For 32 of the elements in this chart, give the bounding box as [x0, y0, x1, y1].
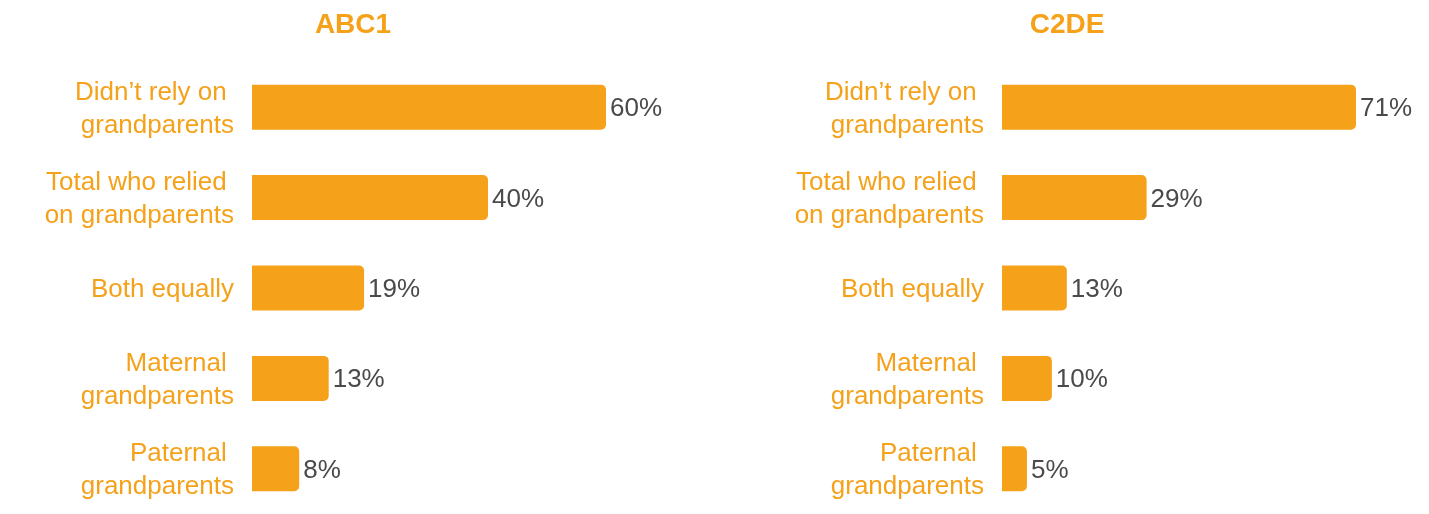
data-label: 19%: [368, 273, 421, 303]
y-tick-label: Maternal grandparents: [80, 346, 234, 410]
y-tick-label: Total who relied on grandparents: [794, 166, 984, 230]
data-label: 71%: [1360, 92, 1413, 123]
y-tick-label: Total who relied on grandparents: [44, 166, 234, 230]
chart-title: ABC1: [314, 7, 392, 39]
bar: [252, 355, 329, 401]
bar: [252, 446, 300, 492]
bar: [1002, 355, 1052, 401]
y-tick-label: Both equally: [90, 273, 234, 303]
bar: [1002, 175, 1147, 221]
bar: [252, 175, 488, 221]
bar: [1002, 84, 1356, 130]
data-label: 13%: [332, 363, 385, 394]
y-tick-label: Maternal grandparents: [830, 346, 984, 410]
data-label: 8%: [303, 453, 341, 484]
y-tick-label: Didn’t rely on grandparents: [825, 75, 984, 139]
data-label: 60%: [610, 92, 663, 123]
bar: [1002, 446, 1027, 492]
y-tick-label: Paternal grandparents: [830, 437, 984, 501]
y-tick-label: Both equally: [840, 273, 984, 303]
data-label: 29%: [1150, 182, 1203, 213]
data-label: 40%: [492, 182, 545, 213]
data-label: 5%: [1030, 453, 1069, 484]
data-label: 10%: [1055, 363, 1108, 394]
data-label: 13%: [1070, 273, 1123, 303]
bar: [1002, 265, 1067, 311]
bar: [252, 265, 365, 311]
y-tick-label: Didn’t rely on grandparents: [75, 75, 234, 139]
y-tick-label: Paternal grandparents: [80, 437, 234, 501]
chart-title: C2DE: [1029, 7, 1105, 39]
bar: [252, 84, 606, 130]
